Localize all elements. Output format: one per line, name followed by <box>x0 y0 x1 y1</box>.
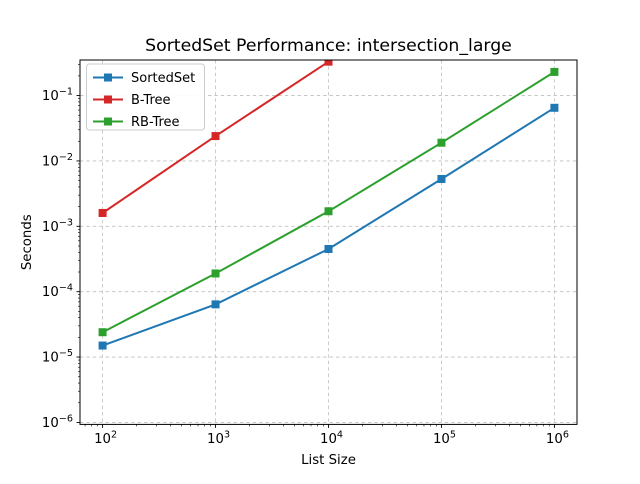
axis-ticks <box>76 64 555 428</box>
data-point-marker <box>550 103 559 112</box>
y-tick-label: 10−1 <box>42 87 73 105</box>
data-point-marker <box>98 208 107 217</box>
series-sortedset <box>98 103 559 350</box>
x-axis-label: List Size <box>301 453 356 468</box>
legend: SortedSet B-Tree RB-Tree <box>86 63 205 131</box>
x-tick-label: 102 <box>94 430 117 448</box>
x-tick-label: 104 <box>320 430 343 448</box>
tick-labels: 102 103 104 105 106 10−6 10−5 10−4 10−3 10−2 10−1 <box>42 87 569 447</box>
data-point-marker <box>98 328 107 337</box>
legend-item-b-tree: B-Tree <box>93 93 171 108</box>
legend-swatch-marker <box>104 95 112 104</box>
legend-item-label: RB-Tree <box>131 115 180 130</box>
grid-lines <box>80 60 577 425</box>
series-b-tree <box>98 60 333 217</box>
data-point-marker <box>211 132 220 141</box>
legend-item-label: SortedSet <box>131 71 195 86</box>
y-tick-label: 10−5 <box>42 348 73 366</box>
legend-swatch-marker <box>104 73 112 82</box>
y-tick-label: 10−3 <box>42 217 73 235</box>
data-point-marker <box>211 300 220 309</box>
data-point-marker <box>550 67 559 76</box>
series-rb-tree <box>98 67 559 337</box>
x-tick-label: 106 <box>546 430 569 448</box>
x-tick-label: 105 <box>433 430 456 448</box>
data-point-marker <box>324 244 333 253</box>
y-tick-label: 10−4 <box>42 283 73 301</box>
data-point-marker <box>211 269 220 278</box>
legend-item-rb-tree: RB-Tree <box>93 115 180 130</box>
data-point-marker <box>98 341 107 350</box>
y-tick-label: 10−6 <box>42 413 73 431</box>
legend-item-label: B-Tree <box>131 93 171 108</box>
legend-swatch-marker <box>104 117 112 126</box>
data-point-marker <box>324 207 333 216</box>
legend-box <box>86 63 205 131</box>
chart-title: SortedSet Performance: intersection_larg… <box>145 36 512 56</box>
y-tick-label: 10−2 <box>42 152 73 170</box>
series-layer <box>98 60 559 350</box>
legend-item-sortedset: SortedSet <box>93 71 195 86</box>
data-point-marker <box>437 174 446 183</box>
x-tick-label: 103 <box>207 430 230 448</box>
y-axis-label: Seconds <box>20 214 35 270</box>
data-point-marker <box>324 60 333 66</box>
data-point-marker <box>437 138 446 147</box>
